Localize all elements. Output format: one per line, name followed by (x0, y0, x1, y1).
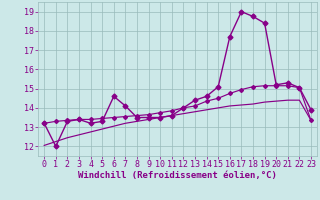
X-axis label: Windchill (Refroidissement éolien,°C): Windchill (Refroidissement éolien,°C) (78, 171, 277, 180)
